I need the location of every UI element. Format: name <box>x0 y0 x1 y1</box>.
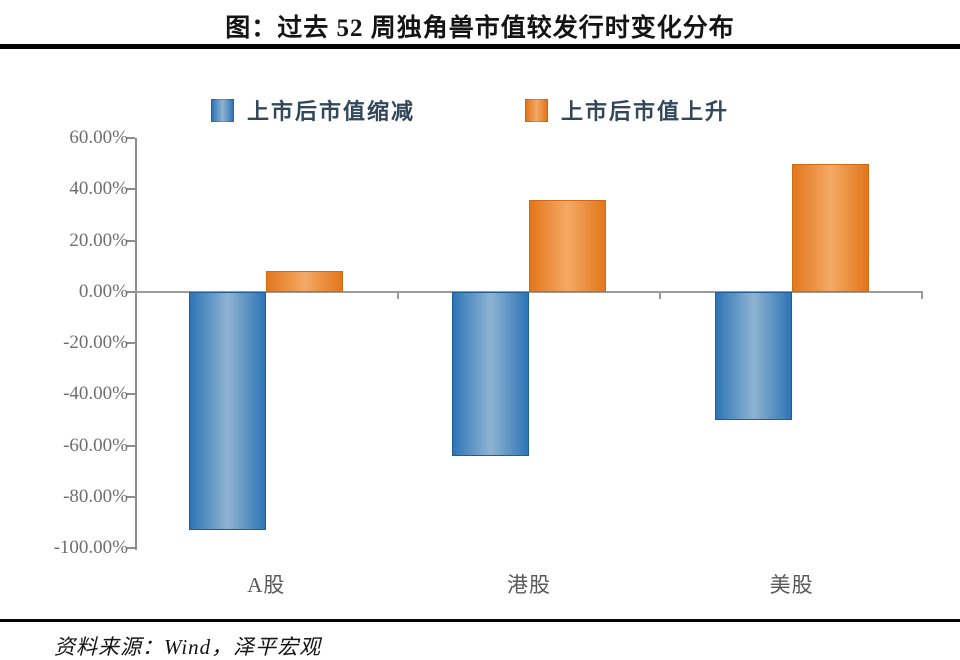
chart-title: 图：过去 52 周独角兽市值较发行时变化分布 <box>225 15 735 42</box>
legend-item-rise: 上市后市值上升 <box>525 94 729 126</box>
bar-rise-1 <box>529 199 606 292</box>
y-tick-label: 60.00% <box>69 127 128 148</box>
y-axis-line <box>135 138 137 550</box>
category-label-1: 港股 <box>507 573 551 597</box>
y-axis-tick <box>126 290 135 293</box>
y-axis-tick <box>126 444 135 447</box>
y-axis-tick <box>126 239 135 242</box>
bar-decline-0 <box>189 291 267 531</box>
x-axis-tick <box>659 290 662 299</box>
footer-divider-rule <box>0 619 960 622</box>
legend-label-decline: 上市后市值缩减 <box>247 99 416 124</box>
y-tick-label: -40.00% <box>63 383 128 405</box>
x-axis-tick <box>396 290 399 299</box>
y-axis-tick <box>126 547 135 549</box>
y-tick-label: -100.00% <box>53 537 128 558</box>
category-label-2: 美股 <box>769 573 814 597</box>
category-label-0: A股 <box>247 573 286 597</box>
bar-rise-0 <box>266 271 344 292</box>
source-note: 资料来源：Wind，泽平宏观 <box>54 635 322 659</box>
legend-swatch-rise-icon <box>525 98 548 122</box>
y-axis-tick <box>126 495 135 498</box>
y-tick-label: -60.00% <box>63 434 128 456</box>
title-divider-rule <box>0 44 960 49</box>
y-tick-label: 0.00% <box>78 280 128 302</box>
y-tick-label: 40.00% <box>69 178 128 200</box>
x-axis-line <box>135 290 923 293</box>
bar-decline-1 <box>452 291 529 456</box>
legend-label-rise: 上市后市值上升 <box>561 99 730 124</box>
y-tick-label: 20.00% <box>69 229 128 251</box>
y-axis-tick <box>126 342 135 344</box>
bar-decline-2 <box>714 291 792 420</box>
legend-item-decline: 上市后市值缩减 <box>211 94 415 126</box>
y-axis-tick <box>126 188 135 191</box>
bar-rise-2 <box>791 163 869 292</box>
legend-swatch-decline-icon <box>211 98 234 122</box>
y-tick-label: -80.00% <box>63 485 128 507</box>
y-axis-tick <box>126 137 135 139</box>
y-tick-label: -20.00% <box>63 332 128 353</box>
x-axis-end-tick <box>921 290 923 299</box>
y-axis-tick <box>126 393 135 396</box>
